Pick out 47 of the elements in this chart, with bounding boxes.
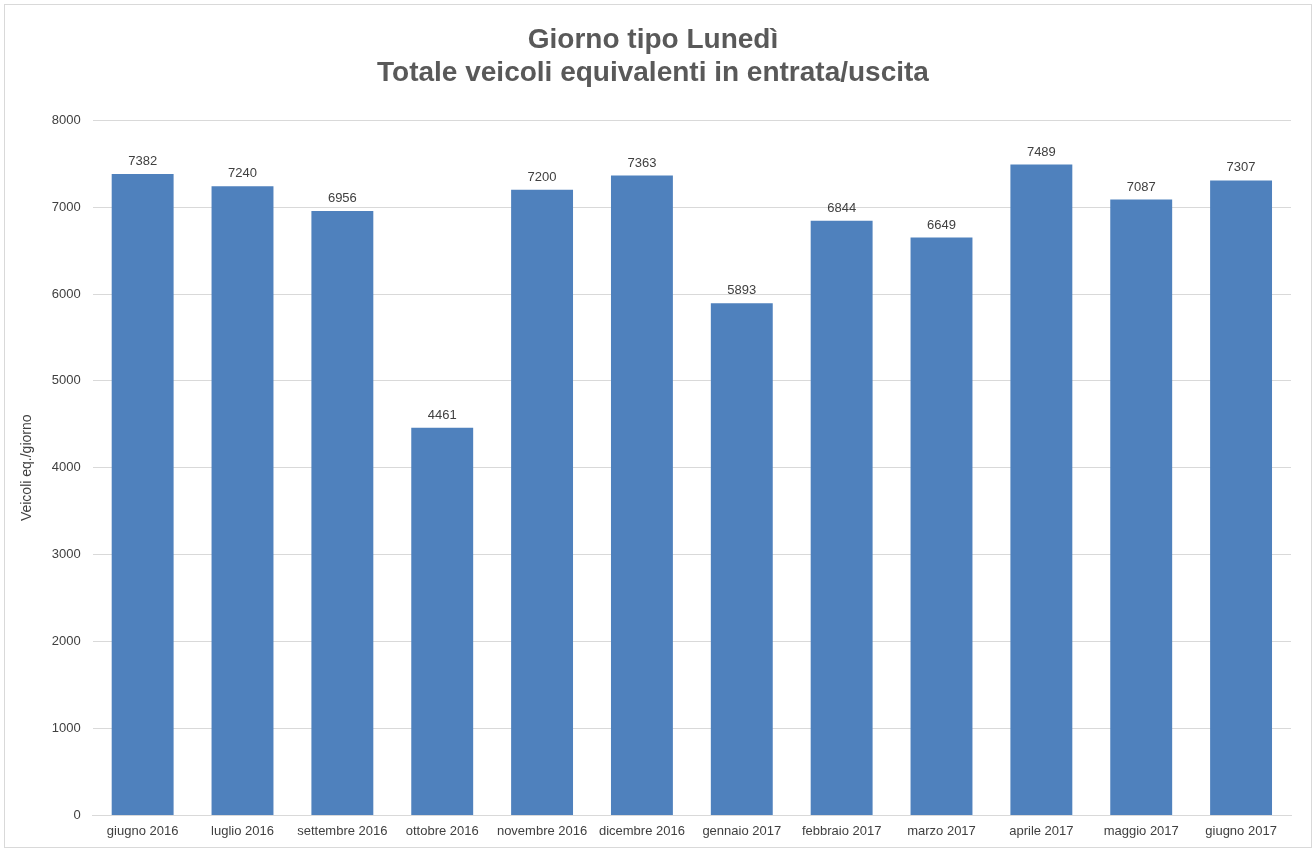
data-label: 7489 (1026, 143, 1056, 159)
x-tick-label: marzo 2017 (907, 822, 976, 838)
x-tick-label: dicembre 2016 (598, 822, 685, 838)
bar (111, 173, 174, 815)
data-label: 7087 (1126, 178, 1156, 194)
x-tick-label: luglio 2016 (211, 822, 274, 838)
x-tick-label: giugno 2017 (1205, 822, 1277, 838)
x-tick-label: febbraio 2017 (801, 822, 882, 838)
x-tick-label: novembre 2016 (496, 822, 588, 838)
bar (511, 189, 574, 815)
y-tick-label: 7000 (51, 198, 81, 214)
chart-title: Giorno tipo Lunedì Totale veicoli equivalenti in entrata/uscita (377, 22, 930, 88)
x-tick-label: aprile 2017 (1009, 822, 1074, 838)
data-label: 7307 (1226, 159, 1256, 175)
data-label: 7240 (228, 165, 257, 181)
data-label: 4461 (427, 406, 457, 422)
y-tick-label: 4000 (51, 459, 81, 475)
x-tick-label: giugno 2016 (106, 822, 179, 838)
bar (610, 175, 673, 815)
bar (810, 220, 873, 815)
bar (910, 237, 973, 815)
x-tick-label: gennaio 2017 (702, 822, 782, 838)
x-tick-label: settembre 2016 (297, 822, 388, 838)
y-tick-label: 6000 (51, 285, 81, 301)
y-tick-label: 3000 (51, 546, 81, 562)
data-label: 7200 (527, 168, 557, 184)
y-axis-title: Veicoli eq./giorno (18, 414, 35, 522)
bar (211, 186, 274, 815)
bar (311, 210, 374, 815)
y-tick-label: 0 (73, 806, 81, 822)
data-label: 6956 (327, 190, 357, 205)
data-label: 6649 (927, 216, 956, 232)
bar (710, 303, 773, 815)
x-tick-label: maggio 2017 (1103, 822, 1179, 838)
data-label: 6844 (827, 199, 857, 215)
y-tick-label: 8000 (51, 111, 81, 127)
y-tick-label: 1000 (51, 720, 81, 736)
y-tick-label: 5000 (51, 372, 81, 388)
x-tick-label: ottobre 2016 (405, 822, 479, 838)
bar (1110, 199, 1173, 815)
data-label: 7382 (128, 152, 158, 168)
data-label: 5893 (727, 282, 757, 298)
bar (411, 427, 474, 815)
data-label: 7363 (627, 154, 657, 170)
bar (1210, 180, 1273, 815)
y-tick-label: 2000 (51, 633, 81, 649)
bar (1010, 164, 1073, 815)
